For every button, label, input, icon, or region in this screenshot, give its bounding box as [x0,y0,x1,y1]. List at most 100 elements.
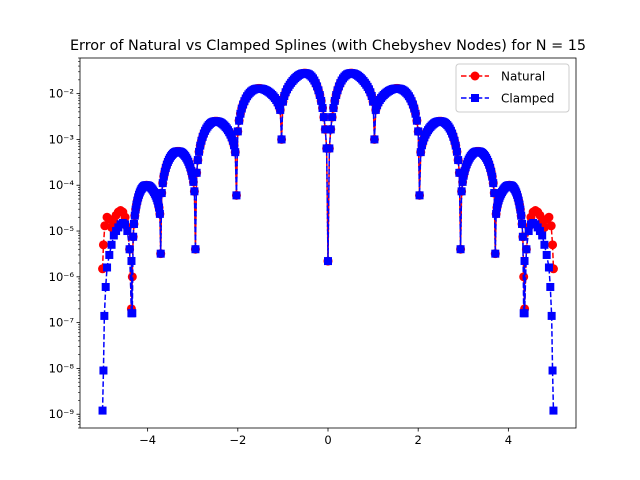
clamped-point [408,100,417,109]
clamped-point [547,311,556,320]
clamped-point [416,148,425,157]
x-tick-label: −2 [229,433,246,447]
clamped-point [524,227,533,236]
clamped-point [415,191,424,200]
y-axis-ticks: 10⁻⁹ 10⁻⁸ 10⁻⁷ 10⁻⁶ 10⁻⁵ 10⁻⁴ 10⁻³ 10⁻² [49,57,80,429]
clamped-point [236,109,245,118]
legend-clamped-label: Clamped [501,92,554,106]
clamped-point [458,177,467,186]
clamped-point [538,231,547,240]
clamped-point [515,200,524,209]
clamped-point [188,171,197,180]
clamped-point [411,109,420,118]
clamped-point [155,203,164,212]
clamped-point [131,205,140,214]
clamped-point [154,199,163,208]
x-axis-ticks: −4 −2 0 2 4 [139,428,512,447]
chart-title: Error of Natural vs Clamped Splines (wit… [70,38,586,54]
y-tick-label: 10⁻³ [49,132,75,146]
clamped-point [544,263,553,272]
clamped-point [369,97,378,106]
clamped-point [520,256,529,265]
clamped-point [129,232,138,241]
clamped-point [277,135,286,144]
natural-point [546,221,556,231]
clamped-point [187,167,196,176]
legend: Natural Clamped [455,63,570,113]
clamped-point [237,104,246,113]
clamped-point [455,168,464,177]
clamped-point [518,219,527,228]
y-tick-label: 10⁻² [49,87,74,101]
clamped-point [274,101,283,110]
series-layer [98,68,558,415]
clamped-point [549,406,558,415]
clamped-point [324,257,332,266]
clamped-point [454,156,463,165]
natural-point [548,240,558,250]
clamped-point [195,147,204,156]
clamped-point [516,205,525,214]
clamped-point [98,406,107,415]
x-tick-label: 0 [324,433,331,447]
clamped-point [540,240,549,249]
clamped-point [450,136,459,145]
clamped-point [230,141,239,150]
clamped-point [228,136,237,145]
legend-box [455,63,570,113]
clamped-point [318,104,327,113]
clamped-point [489,179,498,188]
clamped-point [329,104,338,113]
clamped-point [492,203,501,212]
x-tick-label: −4 [139,433,156,447]
y-tick-label: 10⁻⁶ [49,270,75,284]
legend-natural-marker [470,71,480,81]
clamped-point [99,366,108,375]
clamped-point [130,211,139,220]
clamped-point [121,220,130,229]
clamped-point [490,189,499,198]
clamped-point [107,240,116,249]
y-tick-label: 10⁻⁷ [49,316,75,330]
y-tick-label: 10⁻⁵ [49,224,75,238]
clamped-point [231,148,240,157]
clamped-point [232,191,241,200]
clamped-point [196,141,205,150]
clamped-point [276,105,285,114]
clamped-point [520,309,529,318]
clamped-point [457,187,466,196]
plot-area [98,68,558,415]
clamped-point [522,245,531,254]
clamped-point [326,125,335,134]
clamped-point [412,116,421,125]
clamped-point [109,231,118,240]
clamped-point [330,96,339,105]
clamped-point [451,141,460,150]
clamped-point [314,86,323,95]
clamped-point [546,282,555,291]
clamped-point [278,97,287,106]
clamped-point [542,250,551,259]
clamped-point [367,92,376,101]
clamped-point [105,250,114,259]
clamped-point [488,172,497,181]
clamped-point [492,209,501,218]
clamped-point [103,263,112,272]
clamped-point [414,127,423,136]
clamped-point [517,211,526,220]
clamped-point [193,156,202,165]
clamped-point [487,167,496,176]
clamped-point [190,187,199,196]
clamped-point [123,227,132,236]
clamped-point [332,91,341,100]
clamped-point [548,366,557,375]
clamped-point [155,209,164,218]
y-tick-label: 10⁻⁹ [49,407,75,421]
clamped-point [127,256,136,265]
legend-natural-label: Natural [501,70,545,84]
clamped-point [100,311,109,320]
clamped-point [192,168,201,177]
clamped-point [410,104,419,113]
clamped-point [491,249,500,258]
